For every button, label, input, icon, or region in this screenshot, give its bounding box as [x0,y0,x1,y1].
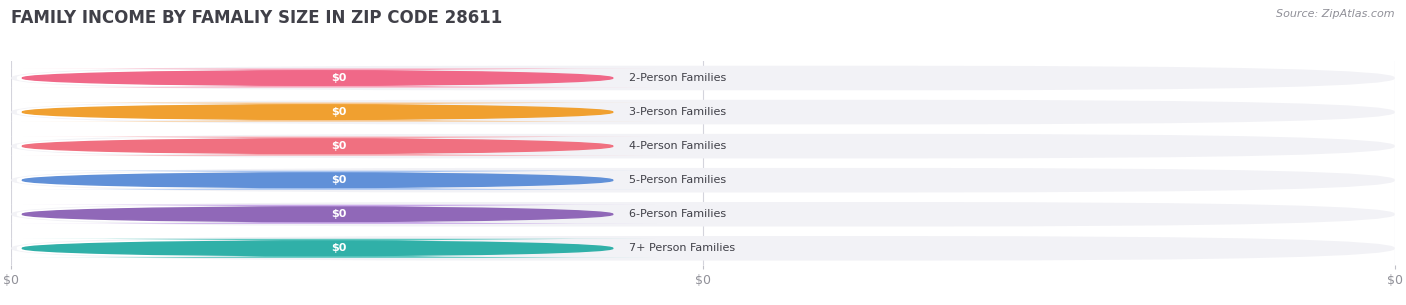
Circle shape [22,139,613,153]
Circle shape [22,105,613,119]
Text: $0: $0 [332,175,347,185]
FancyBboxPatch shape [21,170,657,190]
FancyBboxPatch shape [0,137,367,156]
FancyBboxPatch shape [0,205,367,224]
Circle shape [22,207,613,221]
Text: 4-Person Families: 4-Person Families [630,141,727,151]
FancyBboxPatch shape [21,137,657,156]
Text: $0: $0 [332,141,347,151]
Text: FAMILY INCOME BY FAMALIY SIZE IN ZIP CODE 28611: FAMILY INCOME BY FAMALIY SIZE IN ZIP COD… [11,9,502,27]
FancyBboxPatch shape [11,134,1395,158]
FancyBboxPatch shape [0,68,367,88]
FancyBboxPatch shape [21,102,657,122]
FancyBboxPatch shape [0,239,367,258]
FancyBboxPatch shape [11,202,1395,227]
FancyBboxPatch shape [21,239,657,258]
Text: 6-Person Families: 6-Person Families [630,209,727,219]
Text: $0: $0 [332,73,347,83]
Text: 7+ Person Families: 7+ Person Families [630,243,735,253]
Text: 5-Person Families: 5-Person Families [630,175,727,185]
FancyBboxPatch shape [11,236,1395,260]
FancyBboxPatch shape [11,66,1395,90]
FancyBboxPatch shape [0,170,367,190]
FancyBboxPatch shape [11,168,1395,192]
Text: 2-Person Families: 2-Person Families [630,73,727,83]
FancyBboxPatch shape [0,102,367,122]
Text: 3-Person Families: 3-Person Families [630,107,727,117]
Text: $0: $0 [332,107,347,117]
Circle shape [22,173,613,188]
Text: $0: $0 [332,243,347,253]
FancyBboxPatch shape [11,100,1395,124]
Text: Source: ZipAtlas.com: Source: ZipAtlas.com [1277,9,1395,19]
FancyBboxPatch shape [21,68,657,88]
Circle shape [22,241,613,256]
Circle shape [22,71,613,85]
Text: $0: $0 [332,209,347,219]
FancyBboxPatch shape [21,205,657,224]
